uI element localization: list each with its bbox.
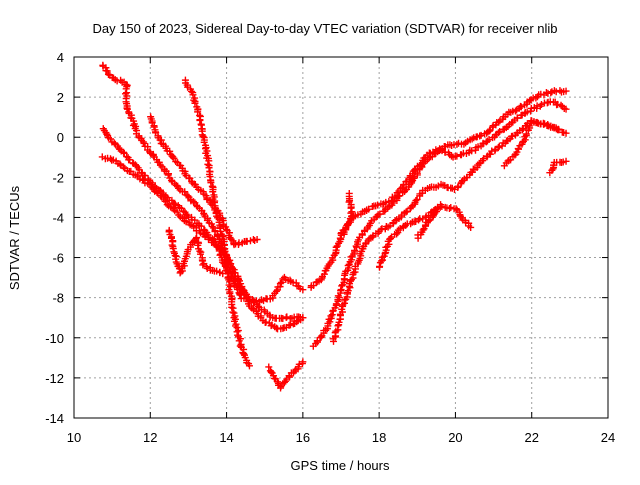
data-point-marker: [556, 87, 563, 94]
data-point-marker: [169, 242, 176, 249]
series-track-3: [99, 153, 307, 332]
data-point-marker: [237, 343, 244, 350]
x-tick-label: 12: [143, 430, 157, 445]
data-point-marker: [279, 315, 286, 322]
x-tick-label: 16: [296, 430, 310, 445]
x-tick-label: 24: [601, 430, 615, 445]
y-tick-label: 0: [57, 130, 64, 145]
data-point-marker: [453, 153, 460, 160]
data-point-marker: [199, 261, 206, 268]
y-tick-label: 2: [57, 90, 64, 105]
data-point-marker: [200, 133, 207, 140]
y-tick-label: -2: [52, 170, 64, 185]
data-point-marker: [204, 161, 211, 168]
sdtvar-chart: Day 150 of 2023, Sidereal Day-to-day VTE…: [0, 0, 640, 480]
x-axis-label: GPS time / hours: [291, 458, 390, 473]
x-tick-label: 10: [67, 430, 81, 445]
chart-title: Day 150 of 2023, Sidereal Day-to-day VTE…: [92, 21, 557, 36]
x-tick-label: 20: [448, 430, 462, 445]
series-track-12: [376, 201, 474, 271]
y-tick-label: -10: [45, 331, 64, 346]
y-tick-label: 4: [57, 50, 64, 65]
y-tick-label: -6: [52, 251, 64, 266]
series-track-7: [265, 358, 306, 391]
x-tick-label: 14: [219, 430, 233, 445]
y-axis-label: SDTVAR / TECUs: [7, 185, 22, 290]
y-tick-label: -14: [45, 411, 64, 426]
data-point-marker: [240, 350, 247, 357]
y-tick-label: -4: [52, 210, 64, 225]
y-tick-label: -12: [45, 371, 64, 386]
x-tick-label: 22: [524, 430, 538, 445]
data-point-marker: [196, 117, 203, 124]
data-point-marker: [447, 204, 454, 211]
series-track-15: [546, 158, 569, 176]
data-markers: [99, 62, 570, 392]
data-point-marker: [283, 313, 290, 320]
x-tick-label: 18: [372, 430, 386, 445]
y-tick-label: -8: [52, 291, 64, 306]
